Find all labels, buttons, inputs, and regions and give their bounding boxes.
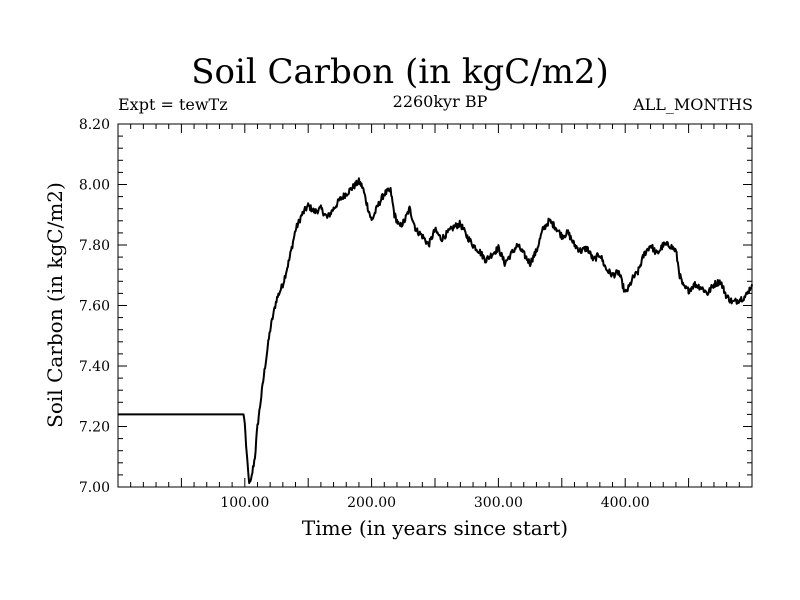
experiment-label: Expt = tewTz <box>118 95 228 114</box>
axis-tick-labels: 100.00 200.00 300.00 400.00 7.00 7.20 7.40 7.60… <box>79 117 650 511</box>
x-tick-label: 300.00 <box>474 495 523 511</box>
y-tick-label: 7.60 <box>79 299 110 315</box>
y-tick-label: 8.00 <box>79 178 110 194</box>
x-tick-label: 400.00 <box>601 495 650 511</box>
plot-frame <box>117 123 753 488</box>
chart-title: Soil Carbon (in kgC/m2) <box>191 52 609 92</box>
y-tick-label: 8.20 <box>79 117 110 133</box>
axis-ticks <box>118 124 752 487</box>
x-tick-label: 200.00 <box>347 495 396 511</box>
y-axis-label: Soil Carbon (in kgC/m2) <box>43 182 67 428</box>
months-label: ALL_MONTHS <box>633 95 753 114</box>
y-tick-label: 7.40 <box>79 359 110 375</box>
y-tick-label: 7.20 <box>79 420 110 436</box>
y-tick-label: 7.80 <box>79 238 110 254</box>
period-label: 2260kyr BP <box>392 92 488 111</box>
x-tick-label: 100.00 <box>220 495 269 511</box>
y-tick-label: 7.00 <box>79 480 110 496</box>
x-axis-label: Time (in years since start) <box>302 516 568 540</box>
series-line-soil-carbon <box>117 177 753 485</box>
